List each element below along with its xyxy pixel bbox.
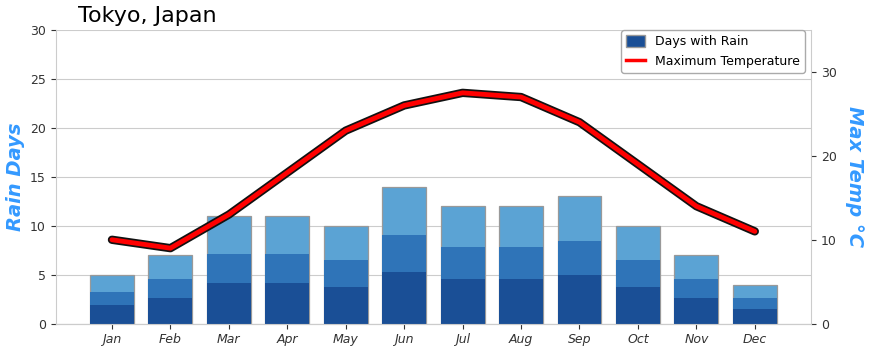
Bar <box>615 287 659 324</box>
Text: Tokyo, Japan: Tokyo, Japan <box>78 6 216 26</box>
Bar <box>673 298 718 324</box>
Bar <box>323 260 368 324</box>
Bar <box>381 234 426 324</box>
Bar <box>265 216 308 324</box>
Bar <box>499 247 542 324</box>
Bar <box>732 309 776 324</box>
Bar <box>323 226 368 324</box>
Bar <box>207 216 250 324</box>
Bar <box>441 247 484 324</box>
Bar <box>265 283 308 324</box>
Bar <box>673 255 718 324</box>
Bar <box>557 275 600 324</box>
Bar <box>149 255 192 324</box>
Bar <box>381 187 426 324</box>
Bar <box>90 292 134 324</box>
Bar <box>499 279 542 324</box>
Bar <box>615 260 659 324</box>
Bar <box>207 283 250 324</box>
Bar <box>557 196 600 324</box>
Bar <box>673 279 718 324</box>
Bar <box>149 279 192 324</box>
Bar <box>323 287 368 324</box>
Bar <box>381 272 426 324</box>
Bar <box>441 206 484 324</box>
Bar <box>732 284 776 324</box>
Bar <box>499 206 542 324</box>
Legend: Days with Rain, Maximum Temperature: Days with Rain, Maximum Temperature <box>620 30 804 73</box>
Bar <box>732 298 776 324</box>
Bar <box>207 254 250 324</box>
Bar <box>265 254 308 324</box>
Bar <box>90 305 134 324</box>
Bar <box>441 279 484 324</box>
Bar <box>557 241 600 324</box>
Y-axis label: Rain Days: Rain Days <box>5 122 24 231</box>
Bar <box>90 275 134 324</box>
Bar <box>149 298 192 324</box>
Bar <box>615 226 659 324</box>
Y-axis label: Max Temp °C: Max Temp °C <box>845 106 864 247</box>
